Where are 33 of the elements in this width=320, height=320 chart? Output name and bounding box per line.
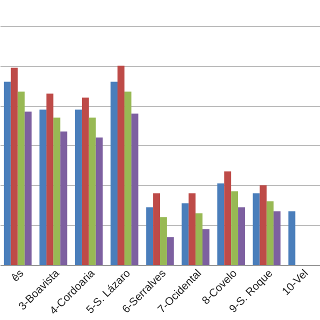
- bar: [75, 110, 82, 265]
- bar: [46, 94, 54, 265]
- bar: [188, 193, 196, 265]
- bar: [217, 183, 224, 265]
- bar: [196, 213, 202, 265]
- bar: [146, 207, 154, 265]
- bar: [260, 185, 267, 265]
- bar: [224, 171, 232, 265]
- bar: [118, 66, 124, 265]
- bar: [110, 82, 118, 265]
- bar: [153, 193, 160, 265]
- bar: [231, 191, 238, 265]
- bar: [266, 201, 274, 265]
- bar: [53, 118, 60, 265]
- bar: [166, 237, 174, 265]
- bar: [288, 211, 296, 265]
- bar: [202, 229, 210, 265]
- bar: [238, 207, 245, 265]
- bar: [131, 114, 138, 265]
- bar: [124, 92, 132, 265]
- bar: [274, 211, 281, 265]
- bar: [10, 68, 18, 265]
- bar: [182, 203, 189, 265]
- bar: [160, 217, 167, 265]
- bar: [39, 110, 46, 265]
- bar: [252, 193, 260, 265]
- bar: [88, 118, 96, 265]
- bar: [60, 132, 68, 265]
- bar: [18, 92, 25, 265]
- bar: [24, 112, 32, 265]
- bar: [4, 82, 11, 265]
- bar: [82, 98, 89, 265]
- bar: [96, 137, 103, 265]
